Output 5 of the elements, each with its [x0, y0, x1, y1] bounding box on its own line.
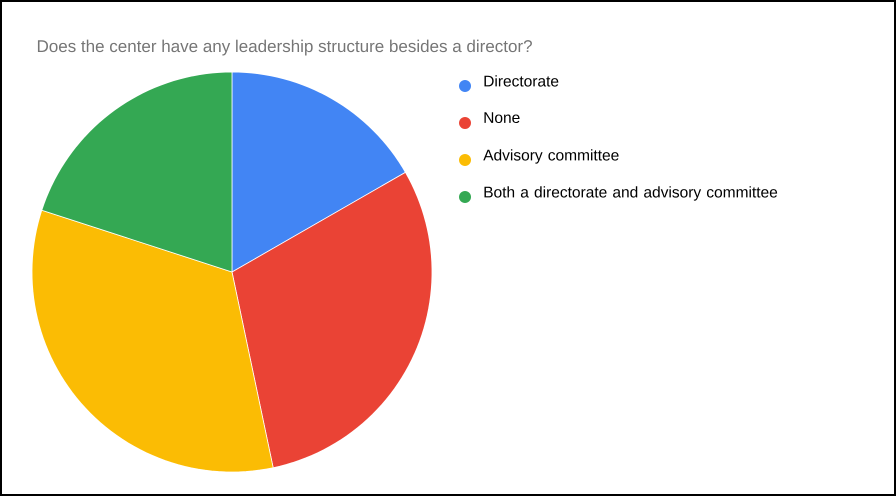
legend-label: Both a directorate and advisory committee [484, 186, 778, 201]
legend-label: Directorate [484, 75, 558, 87]
legend-label: Advisory committee [483, 149, 619, 164]
legend-label: None [484, 112, 520, 124]
chart-title: Does the center have any leadership structure besides a director? [38, 40, 532, 56]
